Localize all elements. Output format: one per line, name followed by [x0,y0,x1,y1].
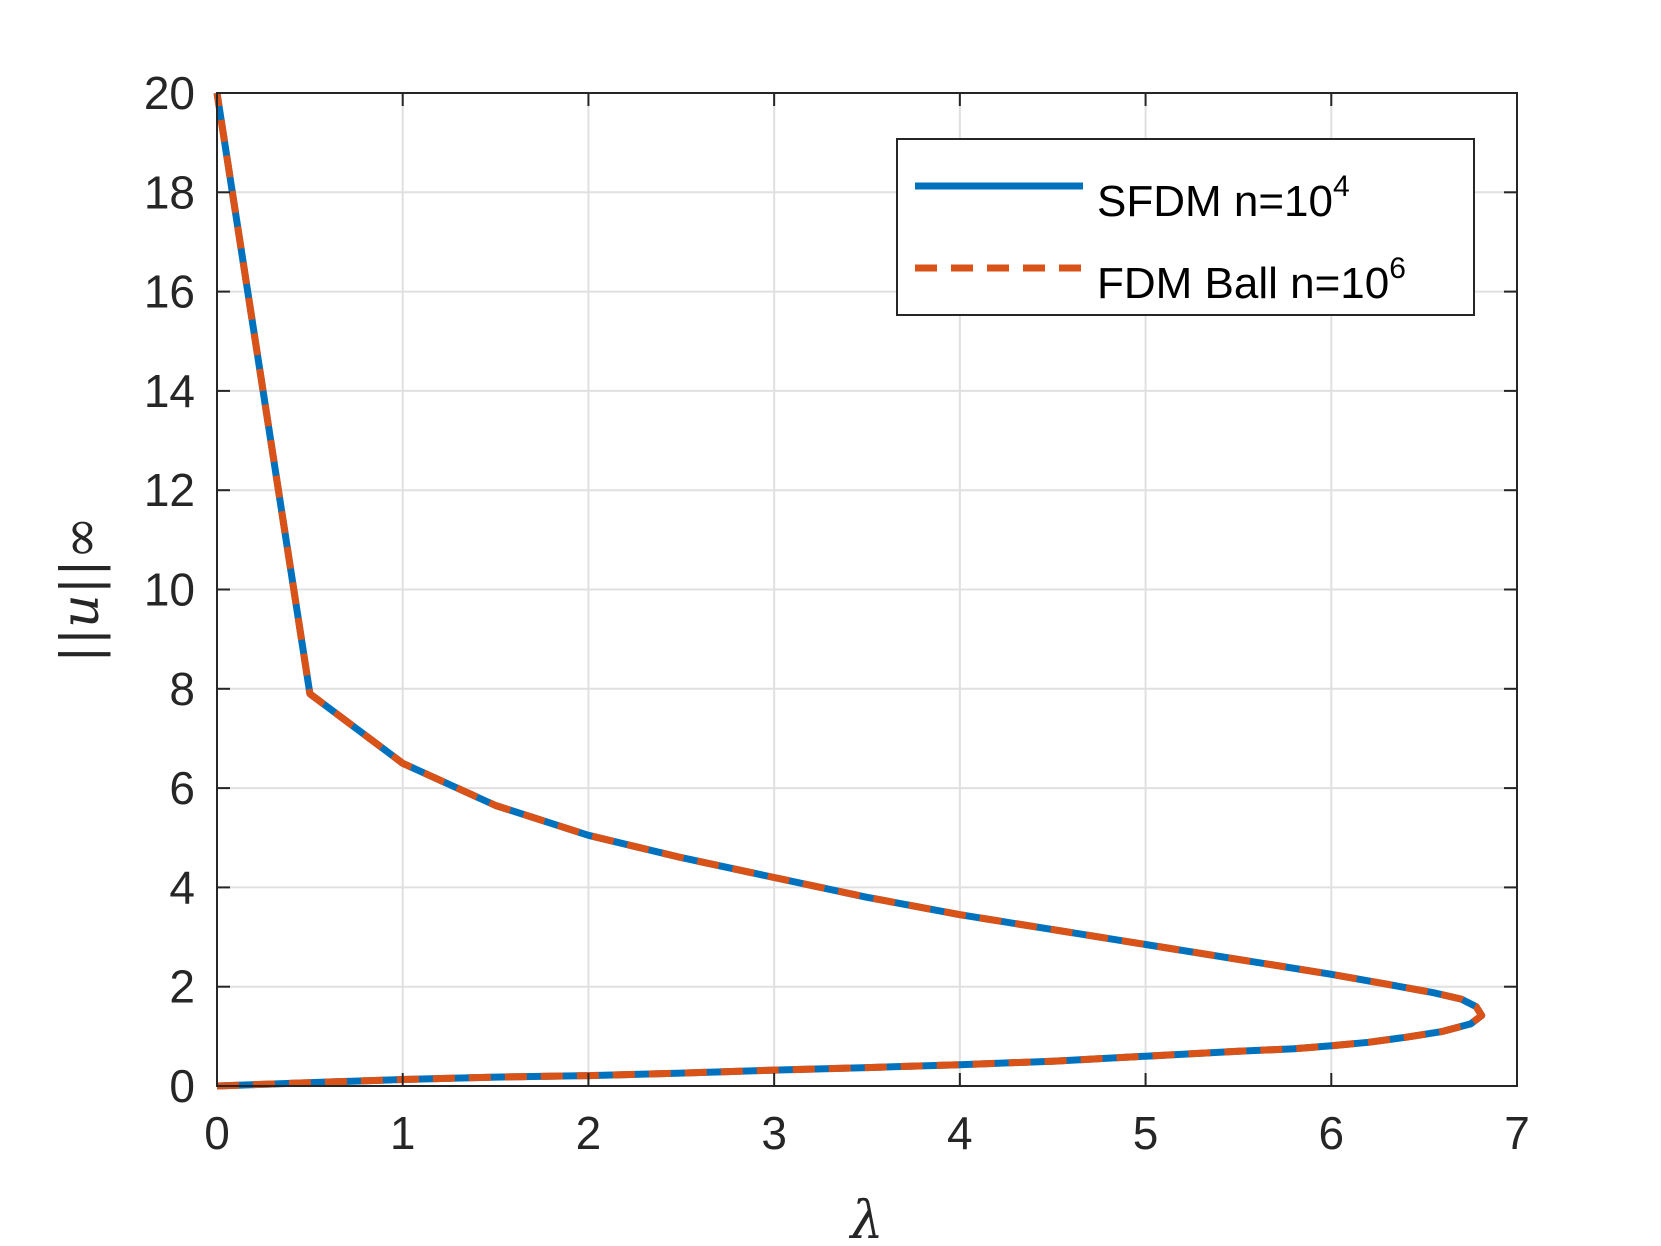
legend-label-sfdm-exponent: 4 [1333,170,1350,203]
axis-ticks [216,92,1518,1087]
x-tick-label: 4 [947,1107,973,1159]
y-tick-label: 8 [169,663,195,715]
y-tick-label: 0 [169,1060,195,1112]
y-tick-label: 4 [169,861,195,913]
legend-label-fdm-ball-exponent: 6 [1389,252,1406,285]
x-tick-label: 2 [576,1107,602,1159]
y-tick-label: 12 [144,464,195,516]
y-tick-label: 6 [169,762,195,814]
x-tick-label: 1 [390,1107,416,1159]
series-layer [213,92,1486,1090]
y-tick-label: 14 [144,365,195,417]
y-tick-label: 18 [144,166,195,218]
x-tick-label: 3 [761,1107,787,1159]
y-tick-label: 10 [144,564,195,616]
legend-box [896,138,1475,316]
legend-label-sfdm: SFDM n=104 [1097,170,1350,226]
y-axis-label: ||u||∞ [51,516,111,663]
legend-label-fdm-ball: FDM Ball n=106 [1097,252,1406,308]
legend: SFDM n=104 FDM Ball n=106 [896,138,1475,316]
y-tick-label: 2 [169,961,195,1013]
x-tick-label: 6 [1318,1107,1344,1159]
legend-label-sfdm-base: SFDM n=10 [1097,177,1333,226]
x-axis-label: λ [849,1191,884,1246]
y-tick-label: 20 [144,67,195,119]
x-tick-label: 7 [1504,1107,1530,1159]
series-fdm-ball-line [213,92,1486,1090]
x-tick-label: 0 [204,1107,230,1159]
x-tick-label: 5 [1133,1107,1159,1159]
legend-label-fdm-ball-base: FDM Ball n=10 [1097,259,1389,308]
y-tick-label: 16 [144,266,195,318]
